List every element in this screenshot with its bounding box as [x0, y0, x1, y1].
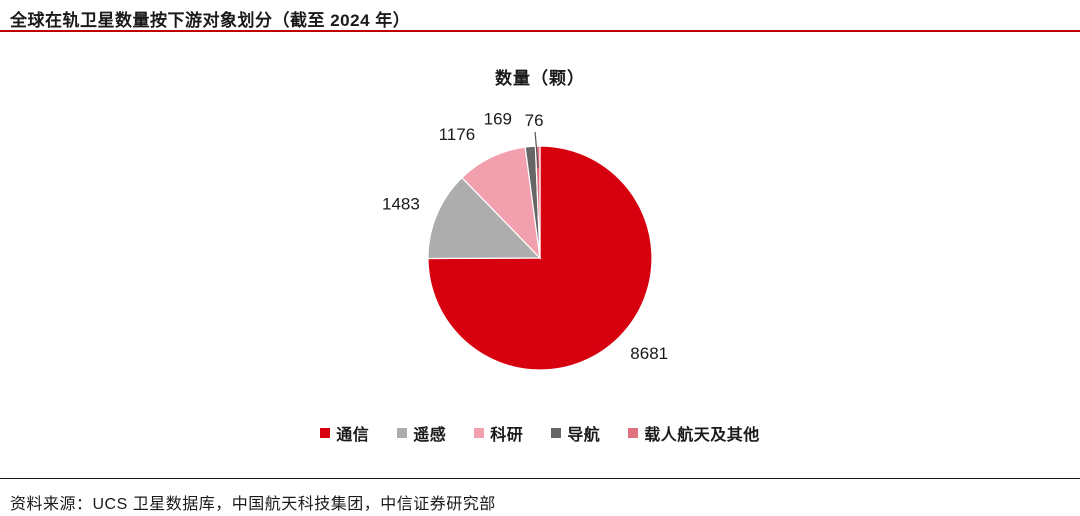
legend-item-4: 载人航天及其他 — [628, 421, 760, 445]
source-note: 资料来源：UCS 卫星数据库，中国航天科技集团，中信证券研究部 — [10, 496, 496, 513]
legend-label: 遥感 — [413, 427, 447, 444]
pie-slice-2 — [461, 146, 541, 260]
pie-slice-1 — [427, 176, 542, 260]
legend-swatch — [397, 428, 408, 438]
pie-slice-0 — [427, 145, 653, 371]
legend-label: 载人航天及其他 — [644, 427, 760, 444]
title-underline-rule — [0, 30, 1080, 32]
legend-item-3: 导航 — [551, 421, 600, 445]
footer-rule — [0, 478, 1080, 479]
page-title: 全球在轨卫星数量按下游对象划分（截至 2024 年） — [10, 11, 411, 30]
slice-value-label: 8681 — [630, 344, 668, 363]
legend-item-2: 科研 — [474, 421, 523, 445]
slice-value-label: 76 — [525, 111, 544, 130]
legend-item-0: 通信 — [320, 421, 369, 445]
legend-swatch — [474, 428, 485, 438]
legend-label: 通信 — [336, 427, 370, 444]
chart-title: 数量（颗） — [495, 69, 585, 88]
slice-value-label: 1483 — [382, 195, 420, 214]
legend-swatch — [320, 428, 331, 438]
legend-item-1: 遥感 — [397, 421, 446, 445]
label-leader-line — [534, 131, 539, 169]
slice-value-label: 1176 — [439, 125, 476, 144]
legend-label: 导航 — [567, 427, 601, 444]
legend-swatch — [551, 428, 562, 438]
pie-slice-4 — [534, 145, 541, 259]
legend-label: 科研 — [490, 427, 524, 444]
slice-value-label: 169 — [484, 110, 512, 129]
legend-swatch — [628, 428, 639, 438]
legend: 通信 遥感 科研 导航 载人航天及其他 — [0, 421, 1080, 445]
